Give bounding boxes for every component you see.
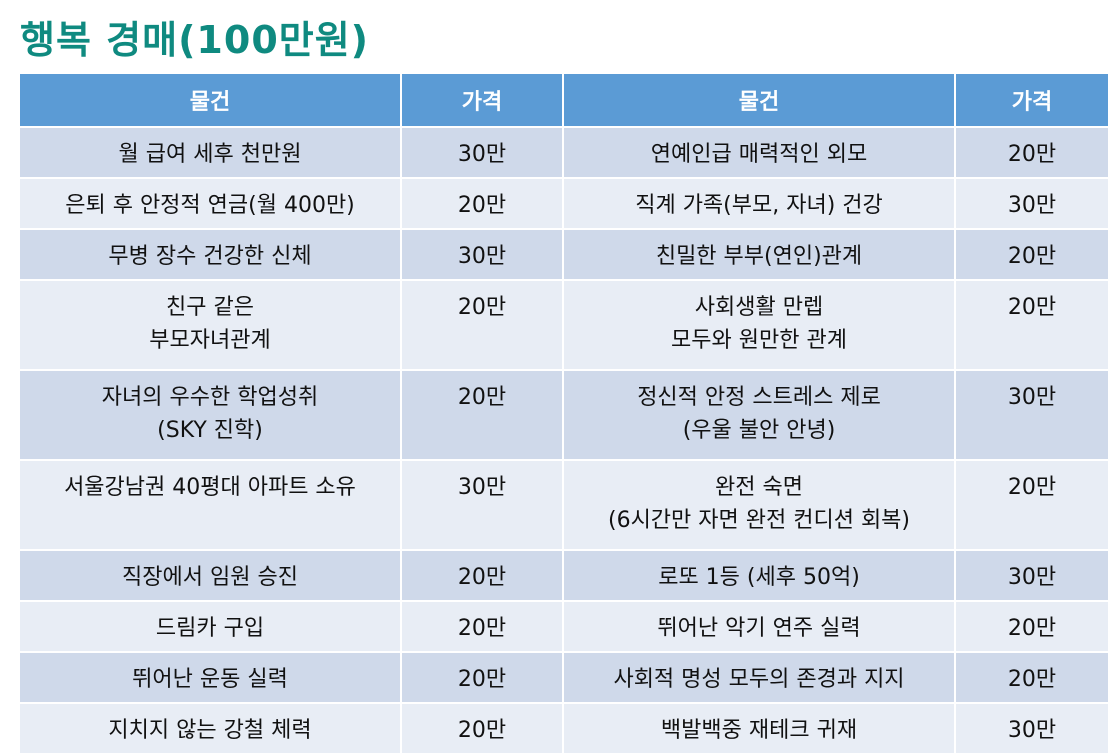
item-cell: 로또 1등 (세후 50억) (562, 549, 956, 602)
price-cell: 30만 (400, 228, 564, 281)
price-cell: 30만 (954, 702, 1110, 755)
item-cell: 사회적 명성 모두의 존경과 지지 (562, 651, 956, 704)
item-cell: 직계 가족(부모, 자녀) 건강 (562, 177, 956, 230)
table-row: 지치지 않는 강철 체력 20만 백발백중 재테크 귀재 30만 (18, 702, 1110, 755)
price-cell: 20만 (400, 651, 564, 704)
item-cell: 서울강남권 40평대 아파트 소유 (18, 459, 402, 551)
item-cell: 월 급여 세후 천만원 (18, 126, 402, 179)
table-header: 물건 가격 물건 가격 (18, 72, 1110, 128)
price-cell: 20만 (400, 600, 564, 653)
price-cell: 20만 (954, 126, 1110, 179)
table-row: 뛰어난 운동 실력 20만 사회적 명성 모두의 존경과 지지 20만 (18, 651, 1110, 704)
item-cell: 직장에서 임원 승진 (18, 549, 402, 602)
item-cell: 백발백중 재테크 귀재 (562, 702, 956, 755)
header-row: 물건 가격 물건 가격 (18, 72, 1110, 128)
item-cell: 뛰어난 악기 연주 실력 (562, 600, 956, 653)
price-cell: 20만 (400, 177, 564, 230)
price-cell: 30만 (400, 126, 564, 179)
price-cell: 30만 (400, 459, 564, 551)
item-cell: 연예인급 매력적인 외모 (562, 126, 956, 179)
table-row: 드림카 구입 20만 뛰어난 악기 연주 실력 20만 (18, 600, 1110, 653)
item-cell: 친밀한 부부(연인)관계 (562, 228, 956, 281)
price-cell: 20만 (954, 459, 1110, 551)
header-item-right: 물건 (562, 72, 956, 128)
price-cell: 20만 (400, 702, 564, 755)
item-cell: 뛰어난 운동 실력 (18, 651, 402, 704)
price-cell: 30만 (954, 369, 1110, 461)
price-cell: 20만 (954, 651, 1110, 704)
price-cell: 20만 (400, 549, 564, 602)
item-cell: 은퇴 후 안정적 연금(월 400만) (18, 177, 402, 230)
table-row: 은퇴 후 안정적 연금(월 400만) 20만 직계 가족(부모, 자녀) 건강… (18, 177, 1110, 230)
price-cell: 30만 (954, 549, 1110, 602)
price-cell: 20만 (954, 228, 1110, 281)
item-cell: 친구 같은 부모자녀관계 (18, 279, 402, 371)
header-price-left: 가격 (400, 72, 564, 128)
auction-table: 물건 가격 물건 가격 월 급여 세후 천만원 30만 연예인급 매력적인 외모… (18, 72, 1110, 755)
header-price-right: 가격 (954, 72, 1110, 128)
item-cell: 사회생활 만렙 모두와 원만한 관계 (562, 279, 956, 371)
table-row: 월 급여 세후 천만원 30만 연예인급 매력적인 외모 20만 (18, 126, 1110, 179)
item-cell: 완전 숙면 (6시간만 자면 완전 컨디션 회복) (562, 459, 956, 551)
item-cell: 무병 장수 건강한 신체 (18, 228, 402, 281)
price-cell: 20만 (954, 279, 1110, 371)
table-row: 무병 장수 건강한 신체 30만 친밀한 부부(연인)관계 20만 (18, 228, 1110, 281)
price-cell: 20만 (400, 369, 564, 461)
price-cell: 30만 (954, 177, 1110, 230)
table-row: 서울강남권 40평대 아파트 소유 30만 완전 숙면 (6시간만 자면 완전 … (18, 459, 1110, 551)
table-row: 직장에서 임원 승진 20만 로또 1등 (세후 50억) 30만 (18, 549, 1110, 602)
price-cell: 20만 (954, 600, 1110, 653)
item-cell: 자녀의 우수한 학업성취 (SKY 진학) (18, 369, 402, 461)
table-row: 친구 같은 부모자녀관계 20만 사회생활 만렙 모두와 원만한 관계 20만 (18, 279, 1110, 371)
header-item-left: 물건 (18, 72, 402, 128)
page-title: 행복 경매(100만원) (20, 18, 370, 62)
item-cell: 드림카 구입 (18, 600, 402, 653)
price-cell: 20만 (400, 279, 564, 371)
item-cell: 정신적 안정 스트레스 제로 (우울 불안 안녕) (562, 369, 956, 461)
table-row: 자녀의 우수한 학업성취 (SKY 진학) 20만 정신적 안정 스트레스 제로… (18, 369, 1110, 461)
item-cell: 지치지 않는 강철 체력 (18, 702, 402, 755)
table-body: 월 급여 세후 천만원 30만 연예인급 매력적인 외모 20만 은퇴 후 안정… (18, 126, 1110, 755)
